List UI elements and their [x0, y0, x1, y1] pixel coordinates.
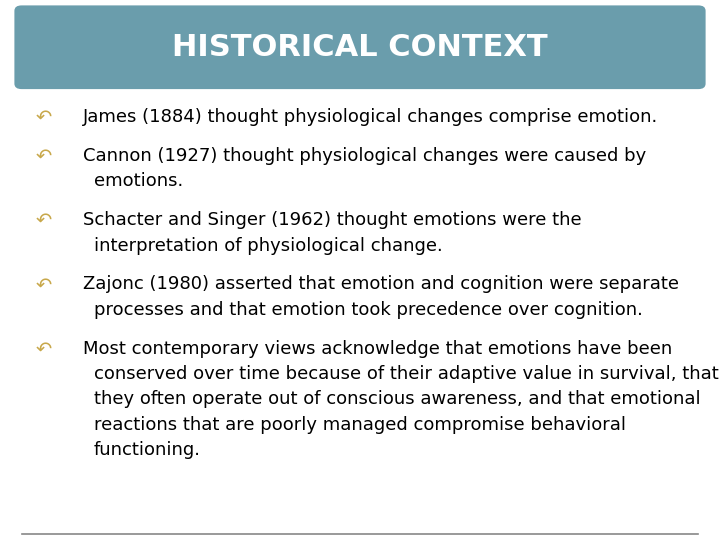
Text: ↶: ↶ [36, 340, 53, 359]
Text: functioning.: functioning. [94, 441, 201, 459]
Text: ↶: ↶ [36, 147, 53, 166]
Text: Zajonc (1980) asserted that emotion and cognition were separate: Zajonc (1980) asserted that emotion and … [83, 275, 679, 293]
Text: they often operate out of conscious awareness, and that emotional: they often operate out of conscious awar… [94, 390, 701, 408]
Text: Schacter and Singer (1962) thought emotions were the: Schacter and Singer (1962) thought emoti… [83, 211, 582, 229]
Text: processes and that emotion took precedence over cognition.: processes and that emotion took preceden… [94, 301, 642, 319]
Text: ↶: ↶ [36, 275, 53, 294]
Text: ↶: ↶ [36, 211, 53, 230]
Text: James (1884) thought physiological changes comprise emotion.: James (1884) thought physiological chang… [83, 108, 658, 126]
Text: HISTORICAL CONTEXT: HISTORICAL CONTEXT [172, 33, 548, 62]
Text: ↶: ↶ [36, 108, 53, 127]
Text: interpretation of physiological change.: interpretation of physiological change. [94, 237, 442, 254]
Text: emotions.: emotions. [94, 172, 183, 190]
Text: conserved over time because of their adaptive value in survival, that: conserved over time because of their ada… [94, 365, 719, 383]
Text: Cannon (1927) thought physiological changes were caused by: Cannon (1927) thought physiological chan… [83, 147, 646, 165]
Text: reactions that are poorly managed compromise behavioral: reactions that are poorly managed compro… [94, 416, 626, 434]
Text: Most contemporary views acknowledge that emotions have been: Most contemporary views acknowledge that… [83, 340, 672, 357]
FancyBboxPatch shape [14, 5, 706, 89]
